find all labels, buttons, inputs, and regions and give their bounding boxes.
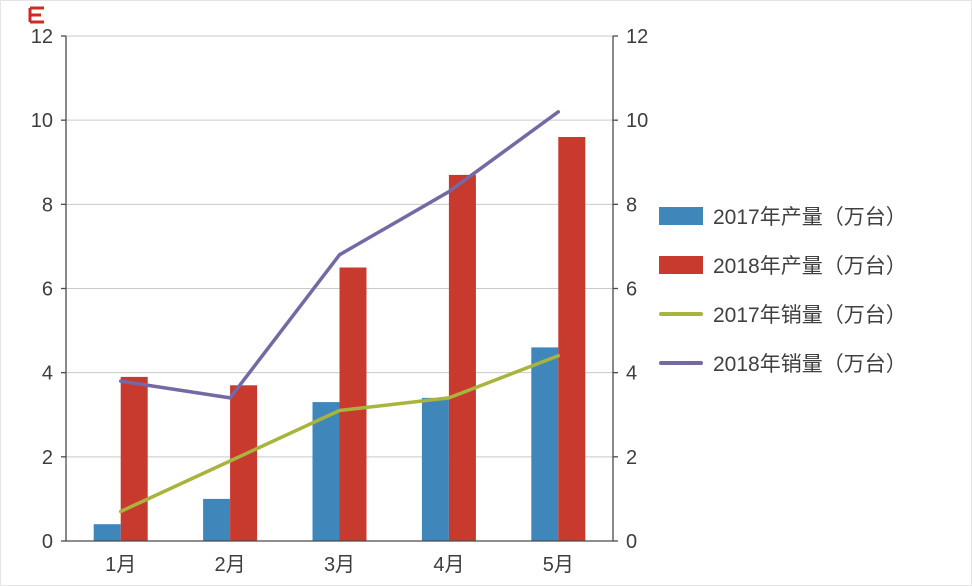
legend-item-2018-sales: 2018年销量（万台） bbox=[659, 352, 907, 376]
legend-item-2017-production: 2017年产量（万台） bbox=[659, 205, 907, 229]
corner-logo-icon bbox=[27, 5, 47, 25]
svg-text:0: 0 bbox=[42, 531, 53, 553]
line-swatch-icon bbox=[659, 312, 703, 316]
legend-item-2017-sales: 2017年销量（万台） bbox=[659, 303, 907, 327]
svg-text:4: 4 bbox=[42, 363, 53, 385]
bar-swatch-icon bbox=[659, 256, 703, 274]
combo-bar-line-chart: 0 0 2 2 4 4 6 6 8 8 10 10 12 12 1月 2月 3月 4月 5月 bbox=[1, 1, 661, 585]
svg-text:2: 2 bbox=[42, 447, 53, 469]
svg-text:6: 6 bbox=[626, 279, 637, 301]
svg-text:10: 10 bbox=[31, 110, 53, 132]
svg-text:8: 8 bbox=[42, 194, 53, 216]
svg-text:2月: 2月 bbox=[215, 554, 246, 576]
svg-text:0: 0 bbox=[626, 531, 637, 553]
svg-text:10: 10 bbox=[626, 110, 648, 132]
svg-text:3月: 3月 bbox=[324, 554, 355, 576]
svg-text:6: 6 bbox=[42, 279, 53, 301]
svg-text:1月: 1月 bbox=[105, 554, 136, 576]
svg-text:12: 12 bbox=[31, 26, 53, 48]
svg-text:5月: 5月 bbox=[543, 554, 574, 576]
legend-label: 2018年产量（万台） bbox=[713, 255, 907, 278]
bar-swatch-icon bbox=[659, 207, 703, 225]
svg-text:8: 8 bbox=[626, 194, 637, 216]
svg-text:2: 2 bbox=[626, 447, 637, 469]
legend-label: 2017年销量（万台） bbox=[713, 304, 907, 327]
chart-legend: 2017年产量（万台） 2018年产量（万台） 2017年销量（万台） 2018… bbox=[659, 205, 907, 376]
svg-text:12: 12 bbox=[626, 26, 648, 48]
svg-text:4: 4 bbox=[626, 363, 637, 385]
legend-item-2018-production: 2018年产量（万台） bbox=[659, 254, 907, 278]
line-swatch-icon bbox=[659, 361, 703, 365]
svg-text:4月: 4月 bbox=[433, 554, 464, 576]
legend-label: 2018年销量（万台） bbox=[713, 353, 907, 376]
legend-label: 2017年产量（万台） bbox=[713, 206, 907, 229]
